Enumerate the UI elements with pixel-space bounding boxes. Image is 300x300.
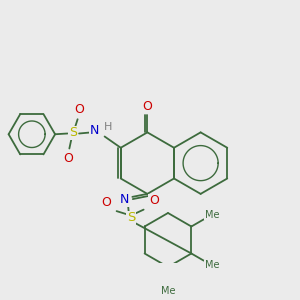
Text: N: N (120, 193, 130, 206)
Text: S: S (127, 212, 135, 224)
Text: Me: Me (205, 210, 219, 220)
Text: O: O (142, 100, 152, 113)
Text: O: O (149, 194, 159, 208)
Text: S: S (69, 126, 77, 139)
Text: O: O (74, 103, 84, 116)
Text: N: N (90, 124, 99, 137)
Text: O: O (64, 152, 74, 165)
Text: Me: Me (161, 286, 175, 296)
Text: O: O (102, 196, 111, 209)
Text: Me: Me (205, 260, 219, 270)
Text: H: H (104, 122, 112, 132)
